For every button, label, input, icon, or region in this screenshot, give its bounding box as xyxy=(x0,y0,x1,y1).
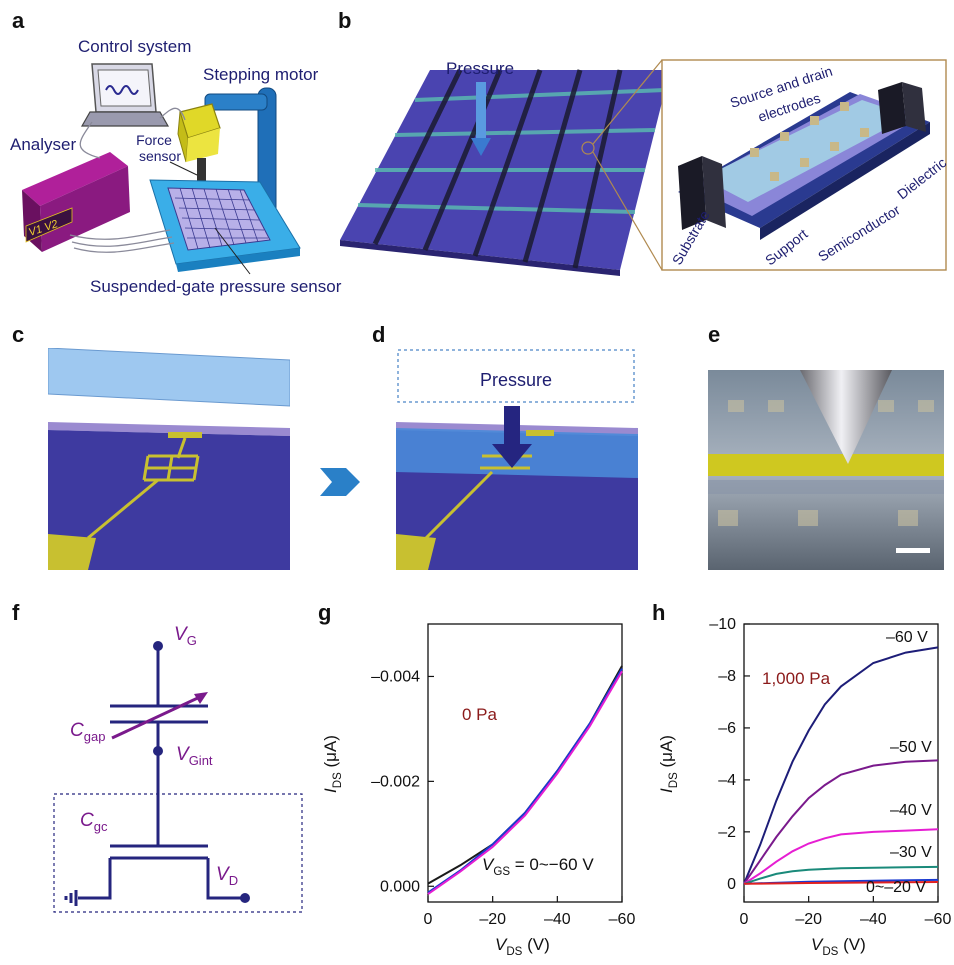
panel-letter-a: a xyxy=(12,8,25,33)
suspended-gate-film xyxy=(48,348,290,407)
vd-label: VD xyxy=(216,864,238,888)
panel-d-pressure-label: Pressure xyxy=(480,370,552,390)
series-label-1: –50 V xyxy=(890,739,932,756)
y-axis-label: IDS (μA) xyxy=(657,735,680,793)
control-system-label: Control system xyxy=(78,37,191,56)
press-arrow-icon xyxy=(492,406,532,468)
y-axis-label: IDS (μA) xyxy=(321,735,344,793)
plot-frame xyxy=(427,623,623,903)
x-axis-label: VDS (V) xyxy=(811,935,866,958)
interdigitated-electrode xyxy=(87,432,202,540)
transition-arrow-icon xyxy=(320,468,360,496)
gold-electrode-strip xyxy=(708,454,944,476)
series-line-3 xyxy=(743,865,939,885)
stepping-motor-label: Stepping motor xyxy=(203,65,319,84)
annotation-1000pa: 1,000 Pa xyxy=(762,669,831,688)
y-tick-label: –0.004 xyxy=(371,668,420,685)
analyser-label: Analyser xyxy=(10,135,76,154)
panel-letter-f: f xyxy=(12,600,20,625)
y-tick-label: –8 xyxy=(718,668,736,685)
vg-node xyxy=(153,641,163,651)
y-tick-label: –6 xyxy=(718,720,736,737)
variable-capacitor-arrow-icon xyxy=(111,692,208,740)
force-sensor-label-line2: sensor xyxy=(139,148,181,164)
series-line-5 xyxy=(743,881,939,885)
device-cross-section xyxy=(678,82,930,240)
series-line-2 xyxy=(743,828,939,885)
panel-a-setup-illustration: Control system Stepping motor Force sens… xyxy=(10,37,342,296)
panel-c-device-illustration xyxy=(48,348,290,570)
y-tick-label: 0.000 xyxy=(380,878,420,895)
panel-letter-g: g xyxy=(318,600,332,625)
cgc-label: Cgc xyxy=(80,810,108,834)
laptop-icon xyxy=(80,63,170,127)
panel-letter-d: d xyxy=(372,322,386,347)
y-tick-label: –10 xyxy=(709,616,736,633)
circuit-wires xyxy=(64,646,245,906)
panel-g-chart: 0 –20 –40 –60 0.000 –0.002 –0.004 VDS (V) IDS (μ… xyxy=(321,623,636,958)
pressure-arrow-icon xyxy=(471,82,491,156)
cgap-label: Cgap xyxy=(70,720,105,744)
sensor-grid xyxy=(174,187,268,250)
series-line-1 xyxy=(743,759,939,885)
annotation-0pa: 0 Pa xyxy=(462,705,498,724)
panel-b-pressure-label: Pressure xyxy=(446,59,514,78)
probe-tip xyxy=(800,370,892,464)
panel-h-chart: 0 –20 –40 –60 0 –2 –4 –6 –8 –10 VDS (V) IDS (μA) 1,0… xyxy=(657,616,952,958)
plot-frame xyxy=(743,623,939,903)
electrode-pads xyxy=(750,102,869,181)
y-tick-label: –4 xyxy=(718,772,736,789)
sensor-platform xyxy=(149,179,301,272)
panel-e-photo xyxy=(708,370,944,570)
x-tick-label: –20 xyxy=(479,911,506,928)
series-line-0 xyxy=(427,665,623,885)
x-tick-label: 0 xyxy=(740,911,749,928)
panel-b-array-illustration: Pressure Source and drain electrodes Die… xyxy=(340,59,949,276)
y-tick-label: –0.002 xyxy=(371,773,420,790)
panel-d-device-illustration: Pressure xyxy=(396,349,638,570)
x-tick-label: –40 xyxy=(544,911,571,928)
annotation-vgs: VGS = 0~−60 V xyxy=(482,855,594,878)
y-tick-label: –2 xyxy=(718,824,736,841)
analyser-icon: V1 V2 xyxy=(22,152,130,252)
suspended-gate-sensor-label: Suspended-gate pressure sensor xyxy=(90,277,342,296)
panel-letter-b: b xyxy=(338,8,352,33)
series-line-0 xyxy=(743,646,939,885)
vgint-label: VGint xyxy=(176,744,213,768)
x-tick-label: –40 xyxy=(860,911,887,928)
panel-letter-c: c xyxy=(12,322,25,347)
x-tick-label: –20 xyxy=(795,911,822,928)
series-label-0: –60 V xyxy=(886,629,928,646)
panel-letter-e: e xyxy=(708,322,721,347)
force-sensor-label-line1: Force xyxy=(136,132,172,148)
cables xyxy=(69,107,186,253)
series-line-2 xyxy=(427,670,623,895)
x-tick-label: –60 xyxy=(925,911,952,928)
device-substrate xyxy=(48,430,290,570)
series-label-5: 0~–20 V xyxy=(866,879,926,896)
vd-node xyxy=(240,893,250,903)
series-label-3: –30 V xyxy=(890,844,932,861)
photo-pads xyxy=(718,400,934,526)
stepping-motor-icon xyxy=(177,87,277,259)
panel-f-circuit: VG Cgap VGint Cgc VD xyxy=(53,624,303,913)
x-tick-label: 0 xyxy=(424,911,433,928)
vgint-node xyxy=(153,746,163,756)
x-axis-label: VDS (V) xyxy=(495,935,550,958)
scale-bar xyxy=(896,548,930,553)
sensor-array-sheet xyxy=(340,68,670,276)
y-tick-label: 0 xyxy=(727,876,736,893)
transistor-dashed-box xyxy=(53,793,303,913)
x-tick-label: –60 xyxy=(609,911,636,928)
series-label-2: –40 V xyxy=(890,802,932,819)
panel-letter-h: h xyxy=(652,600,666,625)
vg-label: VG xyxy=(174,624,197,648)
